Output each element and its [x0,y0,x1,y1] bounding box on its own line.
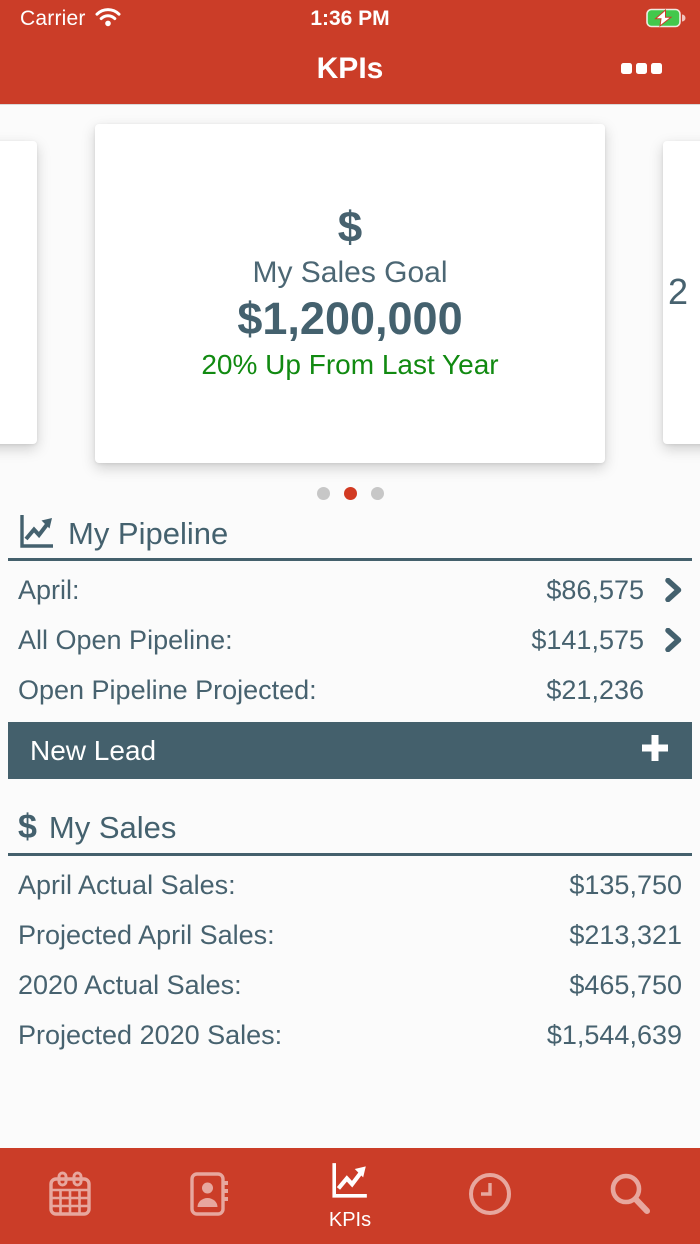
chevron-right-icon [658,628,682,652]
tab-search[interactable] [560,1148,700,1244]
sales-row-2020-actual: 2020 Actual Sales: $465,750 [0,960,700,1010]
menu-dot [651,63,662,74]
row-label: Open Pipeline Projected: [18,674,317,705]
tab-kpis-label: KPIs [328,1209,372,1231]
tab-history[interactable] [420,1148,560,1244]
row-value: $135,750 [569,869,682,900]
new-lead-button[interactable]: New Lead [8,722,692,779]
menu-dot [621,63,632,74]
page-dot[interactable] [370,487,384,500]
search-icon [607,1171,653,1222]
row-value: $213,321 [569,919,682,950]
row-value: $21,236 [546,674,644,705]
row-value: $86,575 [546,574,644,605]
row-label: April Actual Sales: [18,869,236,900]
row-value: $141,575 [531,624,644,655]
kpi-card-subtitle: 20% Up From Last Year [201,349,499,381]
row-value: $1,544,639 [546,1019,682,1050]
chevron-right-icon [658,578,682,602]
wifi-icon [95,7,121,32]
battery-charging-icon [646,8,686,33]
pipeline-row-all-open[interactable]: All Open Pipeline: $141,575 [0,615,700,665]
carrier-label: Carrier [20,7,86,30]
kpi-card-value: $1,200,000 [237,292,463,344]
carousel-page-dots [0,487,700,500]
sales-row-projected-2020: Projected 2020 Sales: $1,544,639 [0,1010,700,1060]
pipeline-row-april[interactable]: April: $86,575 [0,565,700,615]
tab-kpis[interactable]: KPIs [280,1148,420,1244]
clock-icon [467,1171,513,1222]
page-dot[interactable] [316,487,330,500]
peek-card-text: 2 [668,271,689,312]
page-dot-active[interactable] [343,487,357,500]
contacts-icon [187,1170,233,1223]
section-divider [8,558,692,561]
more-menu-button[interactable] [621,63,662,74]
pipeline-section-header: My Pipeline [18,512,228,555]
status-bar: Carrier 1:36 PM [0,0,700,40]
row-label: April: [18,574,80,605]
row-label: Projected April Sales: [18,919,275,950]
kpi-card-sales-goal[interactable]: $ My Sales Goal $1,200,000 20% Up From L… [95,124,605,463]
dollar-icon: $ [337,202,363,252]
pipeline-section-title: My Pipeline [68,515,229,551]
kpi-card-title: My Sales Goal [252,255,448,289]
carousel-card-previous[interactable] [0,141,37,444]
plus-icon [640,733,670,768]
sales-row-projected-april: Projected April Sales: $213,321 [0,910,700,960]
kpis-chart-icon [329,1160,371,1205]
sales-row-april-actual: April Actual Sales: $135,750 [0,860,700,910]
section-divider [8,853,692,856]
row-label: Projected 2020 Sales: [18,1019,283,1050]
carousel-card-next[interactable]: 2 [663,141,700,444]
sales-section-title: My Sales [48,809,177,845]
calendar-icon [46,1170,94,1223]
clock-time: 1:36 PM [310,7,390,30]
bottom-tab-bar: KPIs [0,1148,700,1244]
app-header: Carrier 1:36 PM KPIs [0,0,700,105]
page-title: KPIs [316,52,384,85]
row-value: $465,750 [569,969,682,1000]
line-chart-icon [18,512,56,555]
pipeline-row-projected: Open Pipeline Projected: $21,236 [0,665,700,715]
row-label: 2020 Actual Sales: [18,969,242,1000]
menu-dot [636,63,647,74]
row-label: All Open Pipeline: [18,624,233,655]
dollar-icon: $ [18,808,37,846]
sales-section-header: $ My Sales [18,808,176,847]
tab-contacts[interactable] [140,1148,280,1244]
tab-calendar[interactable] [0,1148,140,1244]
new-lead-label: New Lead [30,734,157,766]
